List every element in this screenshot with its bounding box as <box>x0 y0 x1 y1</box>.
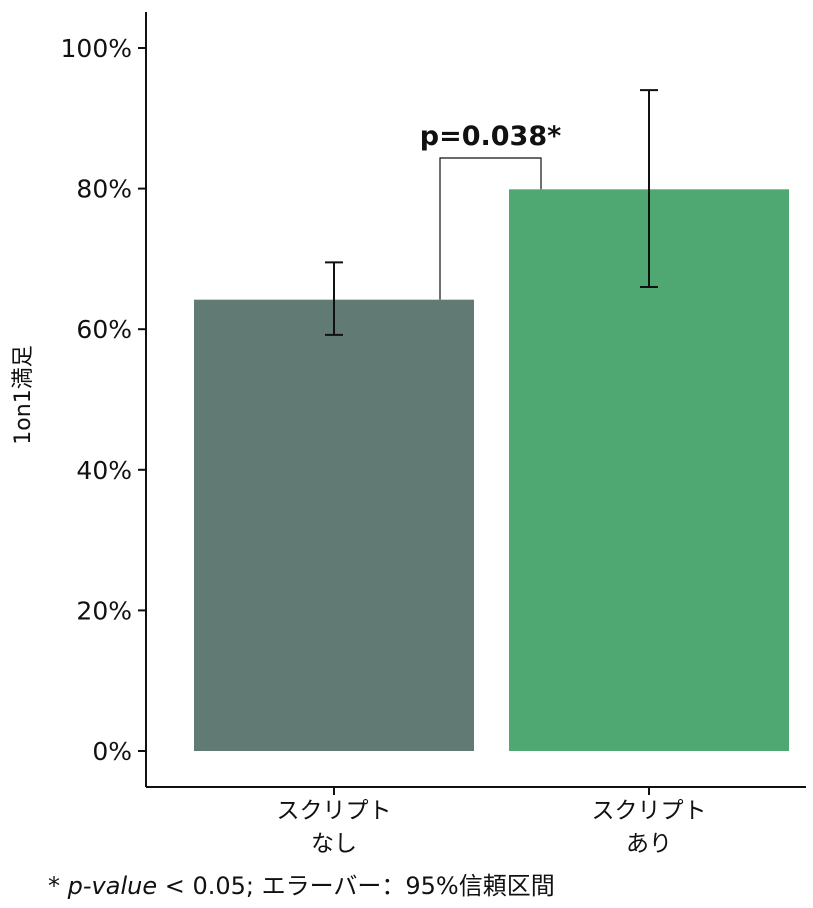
significance-label: p=0.038* <box>420 121 561 152</box>
significance-line <box>439 157 542 300</box>
footnote-prefix: * <box>48 872 68 900</box>
error-bars <box>325 89 658 336</box>
y-axis-label: 1on1満足 <box>11 345 36 444</box>
x-category-label: スクリプト <box>592 798 707 824</box>
y-tick-label: 20% <box>76 596 132 625</box>
x-category-label: なし <box>311 831 357 857</box>
x-category-label: あり <box>626 831 672 857</box>
y-tick-label: 100% <box>61 34 132 63</box>
y-tick-label: 0% <box>92 737 132 766</box>
significance-bracket: p=0.038* <box>420 121 561 300</box>
bars <box>194 189 789 752</box>
y-tick-label: 80% <box>76 175 132 204</box>
axes: 0% 20% 40% 60% 80% 100% <box>61 12 806 795</box>
footnote: * p-value < 0.05; エラーバー：95%信頼区間 <box>48 866 555 901</box>
x-category-label: スクリプト <box>277 798 392 824</box>
footnote-rest: < 0.05; エラーバー：95%信頼区間 <box>157 872 555 900</box>
y-tick-label: 60% <box>76 315 132 344</box>
bar <box>194 299 474 751</box>
footnote-italic: p-value <box>67 872 158 900</box>
y-tick-label: 40% <box>76 456 132 485</box>
